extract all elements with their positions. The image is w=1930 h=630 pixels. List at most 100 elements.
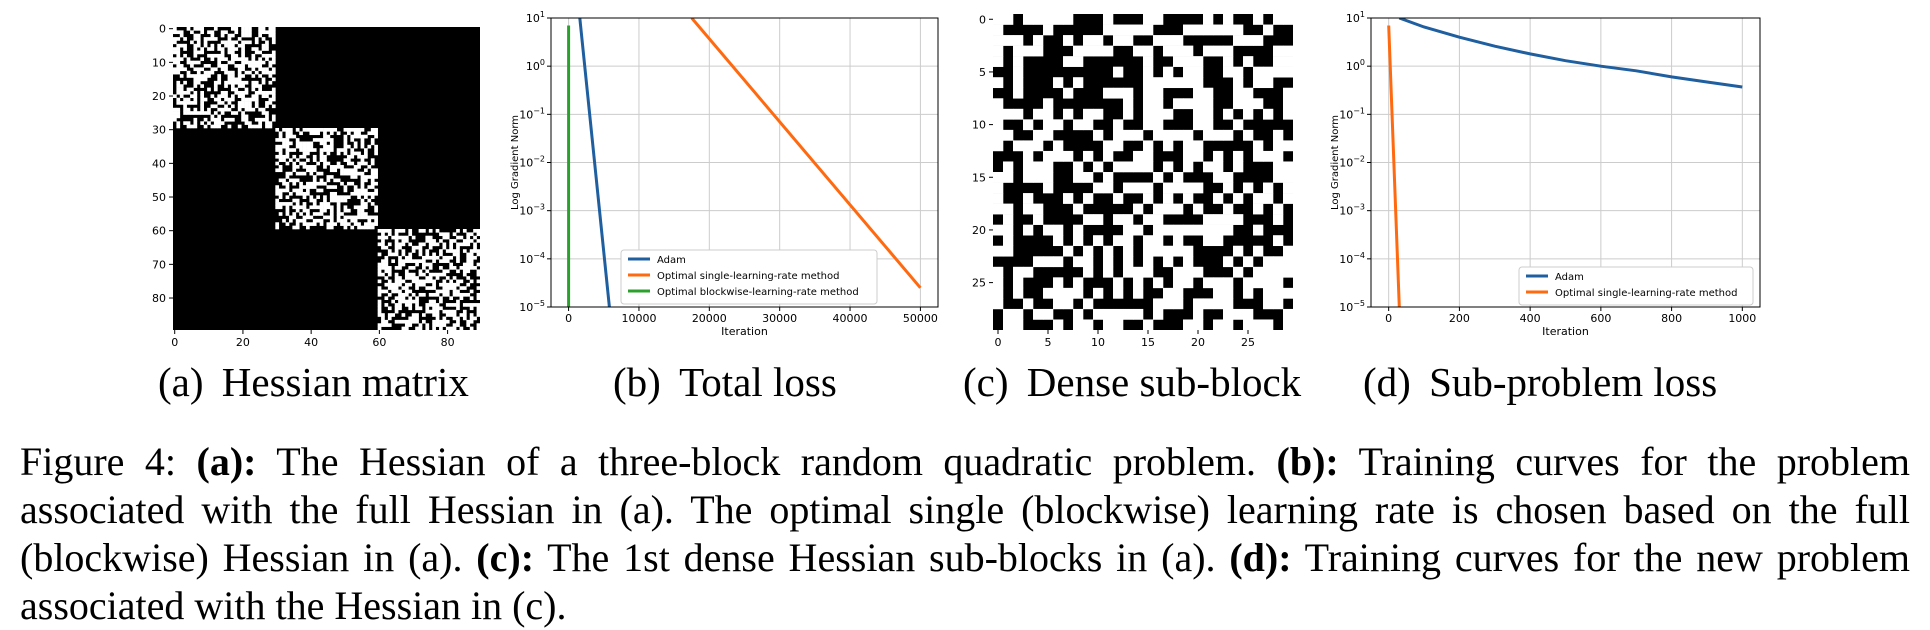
heatmap-cell: [1133, 277, 1144, 289]
heatmap-cell: [442, 245, 447, 250]
heatmap-cell: [299, 154, 303, 159]
heatmap-cell: [340, 212, 344, 216]
heatmap-cell: [248, 64, 252, 68]
heatmap-cell: [1113, 119, 1124, 131]
heatmap-cell: [1033, 35, 1044, 46]
heatmap-cell: [1233, 24, 1244, 36]
sub-caption-a: (a) Hessian matrix: [158, 358, 469, 406]
heatmap-cell: [200, 77, 204, 82]
heatmap-cell: [193, 80, 198, 85]
heatmap-cell: [275, 138, 280, 142]
heatmap-cell: [217, 94, 222, 98]
heatmap-cell: [241, 57, 245, 61]
heatmap-cell: [1043, 172, 1054, 183]
sub-caption-text: Sub-problem loss: [1429, 359, 1718, 405]
heatmap-cell: [435, 303, 440, 307]
heatmap-cell: [203, 43, 208, 48]
heatmap-cell: [295, 178, 300, 183]
heatmap-cell: [377, 292, 382, 297]
heatmap-cell: [439, 326, 443, 331]
heatmap-cell: [384, 319, 389, 324]
heatmap-cell: [251, 107, 256, 112]
heatmap-cell: [186, 111, 191, 115]
heatmap-cell: [1263, 193, 1274, 204]
heatmap-cell: [391, 313, 396, 317]
heatmap-cell: [217, 80, 222, 85]
heatmap-cell: [326, 202, 331, 206]
heatmap-cell: [173, 114, 177, 119]
x-tick-label: 15: [1141, 336, 1155, 349]
heatmap-cell: [473, 245, 477, 250]
heatmap-cell: [271, 70, 276, 75]
heatmap-cell: [1183, 150, 1194, 162]
heatmap-cell: [398, 262, 402, 267]
heatmap-cell: [445, 232, 450, 237]
heatmap-cell: [200, 30, 204, 35]
heatmap-cell: [418, 252, 423, 257]
heatmap-cell: [309, 144, 314, 149]
heatmap-cell: [268, 101, 273, 105]
heatmap-cell: [381, 289, 385, 294]
heatmap-cell: [459, 313, 464, 317]
heatmap-cell: [234, 87, 239, 92]
heatmap-cell: [312, 185, 317, 189]
heatmap-cell: [241, 67, 245, 72]
heatmap-cell: [312, 131, 317, 136]
heatmap-cell: [1223, 24, 1234, 36]
heatmap-cell: [261, 27, 266, 31]
heatmap-cell: [346, 158, 351, 162]
heatmap-cell: [217, 107, 222, 112]
heatmap-cell: [179, 64, 184, 68]
heatmap-cell: [230, 50, 235, 55]
heatmap-cell: [292, 215, 297, 220]
heatmap-cell: [411, 276, 416, 280]
heatmap-cell: [1013, 287, 1024, 299]
heatmap-cell: [1233, 35, 1244, 46]
heatmap-cell: [387, 242, 392, 247]
heatmap-cell: [271, 37, 276, 41]
heatmap-cell: [302, 205, 307, 210]
heatmap-cell: [357, 131, 361, 136]
heatmap-cell: [1143, 150, 1154, 162]
heatmap-cell: [186, 90, 191, 95]
heatmap-cell: [432, 279, 436, 284]
heatmap-cell: [319, 218, 324, 223]
heatmap-cell: [295, 218, 300, 223]
heatmap-cell: [176, 43, 181, 48]
heatmap-cell: [364, 212, 368, 216]
sub-caption-tag: (d): [1363, 359, 1411, 405]
heatmap-cell: [350, 171, 355, 176]
heatmap-cell: [265, 121, 269, 125]
heatmap-cell: [248, 101, 252, 105]
heatmap-cell: [1043, 129, 1054, 141]
heatmap-cell: [1223, 108, 1234, 120]
heatmap-cell: [456, 319, 460, 324]
heatmap-cell: [353, 188, 358, 193]
heatmap-cell: [285, 171, 290, 176]
heatmap-cell: [200, 67, 204, 72]
heatmap-cell: [350, 218, 355, 223]
heatmap-cell: [360, 208, 365, 213]
heatmap-cell: [370, 181, 375, 186]
heatmap-cell: [418, 323, 423, 327]
heatmap-cell: [391, 252, 396, 257]
heatmap-cell: [1103, 140, 1114, 152]
heatmap-cell: [217, 60, 222, 65]
heatmap-cell: [456, 282, 460, 287]
heatmap-cell: [237, 74, 242, 78]
heatmap-cell: [319, 205, 324, 210]
heatmap-cell: [346, 154, 351, 159]
heatmap-cell: [333, 185, 338, 189]
heatmap-cell: [1253, 319, 1264, 331]
heatmap-cell: [292, 212, 297, 216]
heatmap-cell: [364, 178, 368, 183]
heatmap-cell: [190, 87, 194, 92]
heatmap-cell: [340, 171, 344, 176]
caption-text-run: Training curves for the new problem asso…: [20, 535, 1910, 628]
heatmap-cell: [425, 269, 430, 274]
heatmap-cell: [1163, 140, 1174, 152]
heatmap-cell: [1273, 287, 1284, 299]
heatmap-cell: [261, 60, 266, 65]
heatmap-cell: [312, 198, 317, 203]
y-tick-label: 80: [152, 292, 166, 305]
